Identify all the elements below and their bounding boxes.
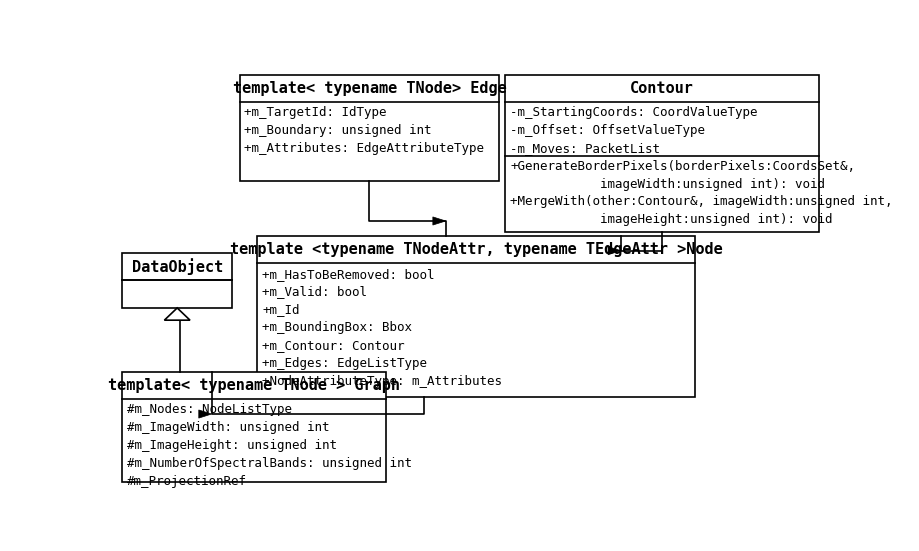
Text: +m_TargetId: IdType: +m_TargetId: IdType xyxy=(244,106,387,120)
Text: +m_Edges: EdgeListType: +m_Edges: EdgeListType xyxy=(262,356,427,370)
Text: #m_NumberOfSpectralBands: unsigned int: #m_NumberOfSpectralBands: unsigned int xyxy=(127,457,412,470)
Bar xyxy=(505,74,819,231)
Text: +m_BoundingBox: Bbox: +m_BoundingBox: Bbox xyxy=(262,321,413,334)
Text: #m_Nodes: NodeListType: #m_Nodes: NodeListType xyxy=(127,403,292,417)
Polygon shape xyxy=(608,247,621,255)
Text: +m_Id: +m_Id xyxy=(262,303,300,316)
Text: template< typename TNode > Graph: template< typename TNode > Graph xyxy=(108,378,400,393)
Text: +GenerateBorderPixels(borderPixels:CoordsSet&,: +GenerateBorderPixels(borderPixels:Coord… xyxy=(510,160,856,173)
Bar xyxy=(122,371,386,482)
Text: +MergeWith(other:Contour&, imageWidth:unsigned int,: +MergeWith(other:Contour&, imageWidth:un… xyxy=(510,196,892,208)
Text: +m_Boundary: unsigned int: +m_Boundary: unsigned int xyxy=(244,124,432,137)
Text: +m_Attributes: EdgeAttributeType: +m_Attributes: EdgeAttributeType xyxy=(244,142,484,155)
Text: imageWidth:unsigned int): void: imageWidth:unsigned int): void xyxy=(510,177,825,191)
Bar xyxy=(122,253,233,308)
Text: template <typename TNodeAttr, typename TEdgeAttr >Node: template <typename TNodeAttr, typename T… xyxy=(230,242,722,257)
Bar xyxy=(240,74,500,181)
Text: +NodeAttributeType: m_Attributes: +NodeAttributeType: m_Attributes xyxy=(262,375,503,387)
Polygon shape xyxy=(199,410,211,418)
Text: #m_ImageWidth: unsigned int: #m_ImageWidth: unsigned int xyxy=(127,421,330,434)
Bar xyxy=(257,236,696,397)
Text: imageHeight:unsigned int): void: imageHeight:unsigned int): void xyxy=(510,213,833,226)
Text: #m_ImageHeight: unsigned int: #m_ImageHeight: unsigned int xyxy=(127,439,337,452)
Text: DataObject: DataObject xyxy=(131,258,222,275)
Text: -m_StartingCoords: CoordValueType: -m_StartingCoords: CoordValueType xyxy=(510,106,757,120)
Polygon shape xyxy=(165,308,190,320)
Text: +m_HasToBeRemoved: bool: +m_HasToBeRemoved: bool xyxy=(262,268,435,280)
Text: #m_ProjectionRef: #m_ProjectionRef xyxy=(127,474,247,488)
Text: Contour: Contour xyxy=(630,81,694,96)
Text: +m_Valid: bool: +m_Valid: bool xyxy=(262,285,368,299)
Text: -m_Moves: PacketList: -m_Moves: PacketList xyxy=(510,142,660,155)
Text: +m_Contour: Contour: +m_Contour: Contour xyxy=(262,339,404,352)
Text: template< typename TNode> Edge: template< typename TNode> Edge xyxy=(233,81,506,96)
Polygon shape xyxy=(433,217,446,225)
Text: -m_Offset: OffsetValueType: -m_Offset: OffsetValueType xyxy=(510,124,705,137)
